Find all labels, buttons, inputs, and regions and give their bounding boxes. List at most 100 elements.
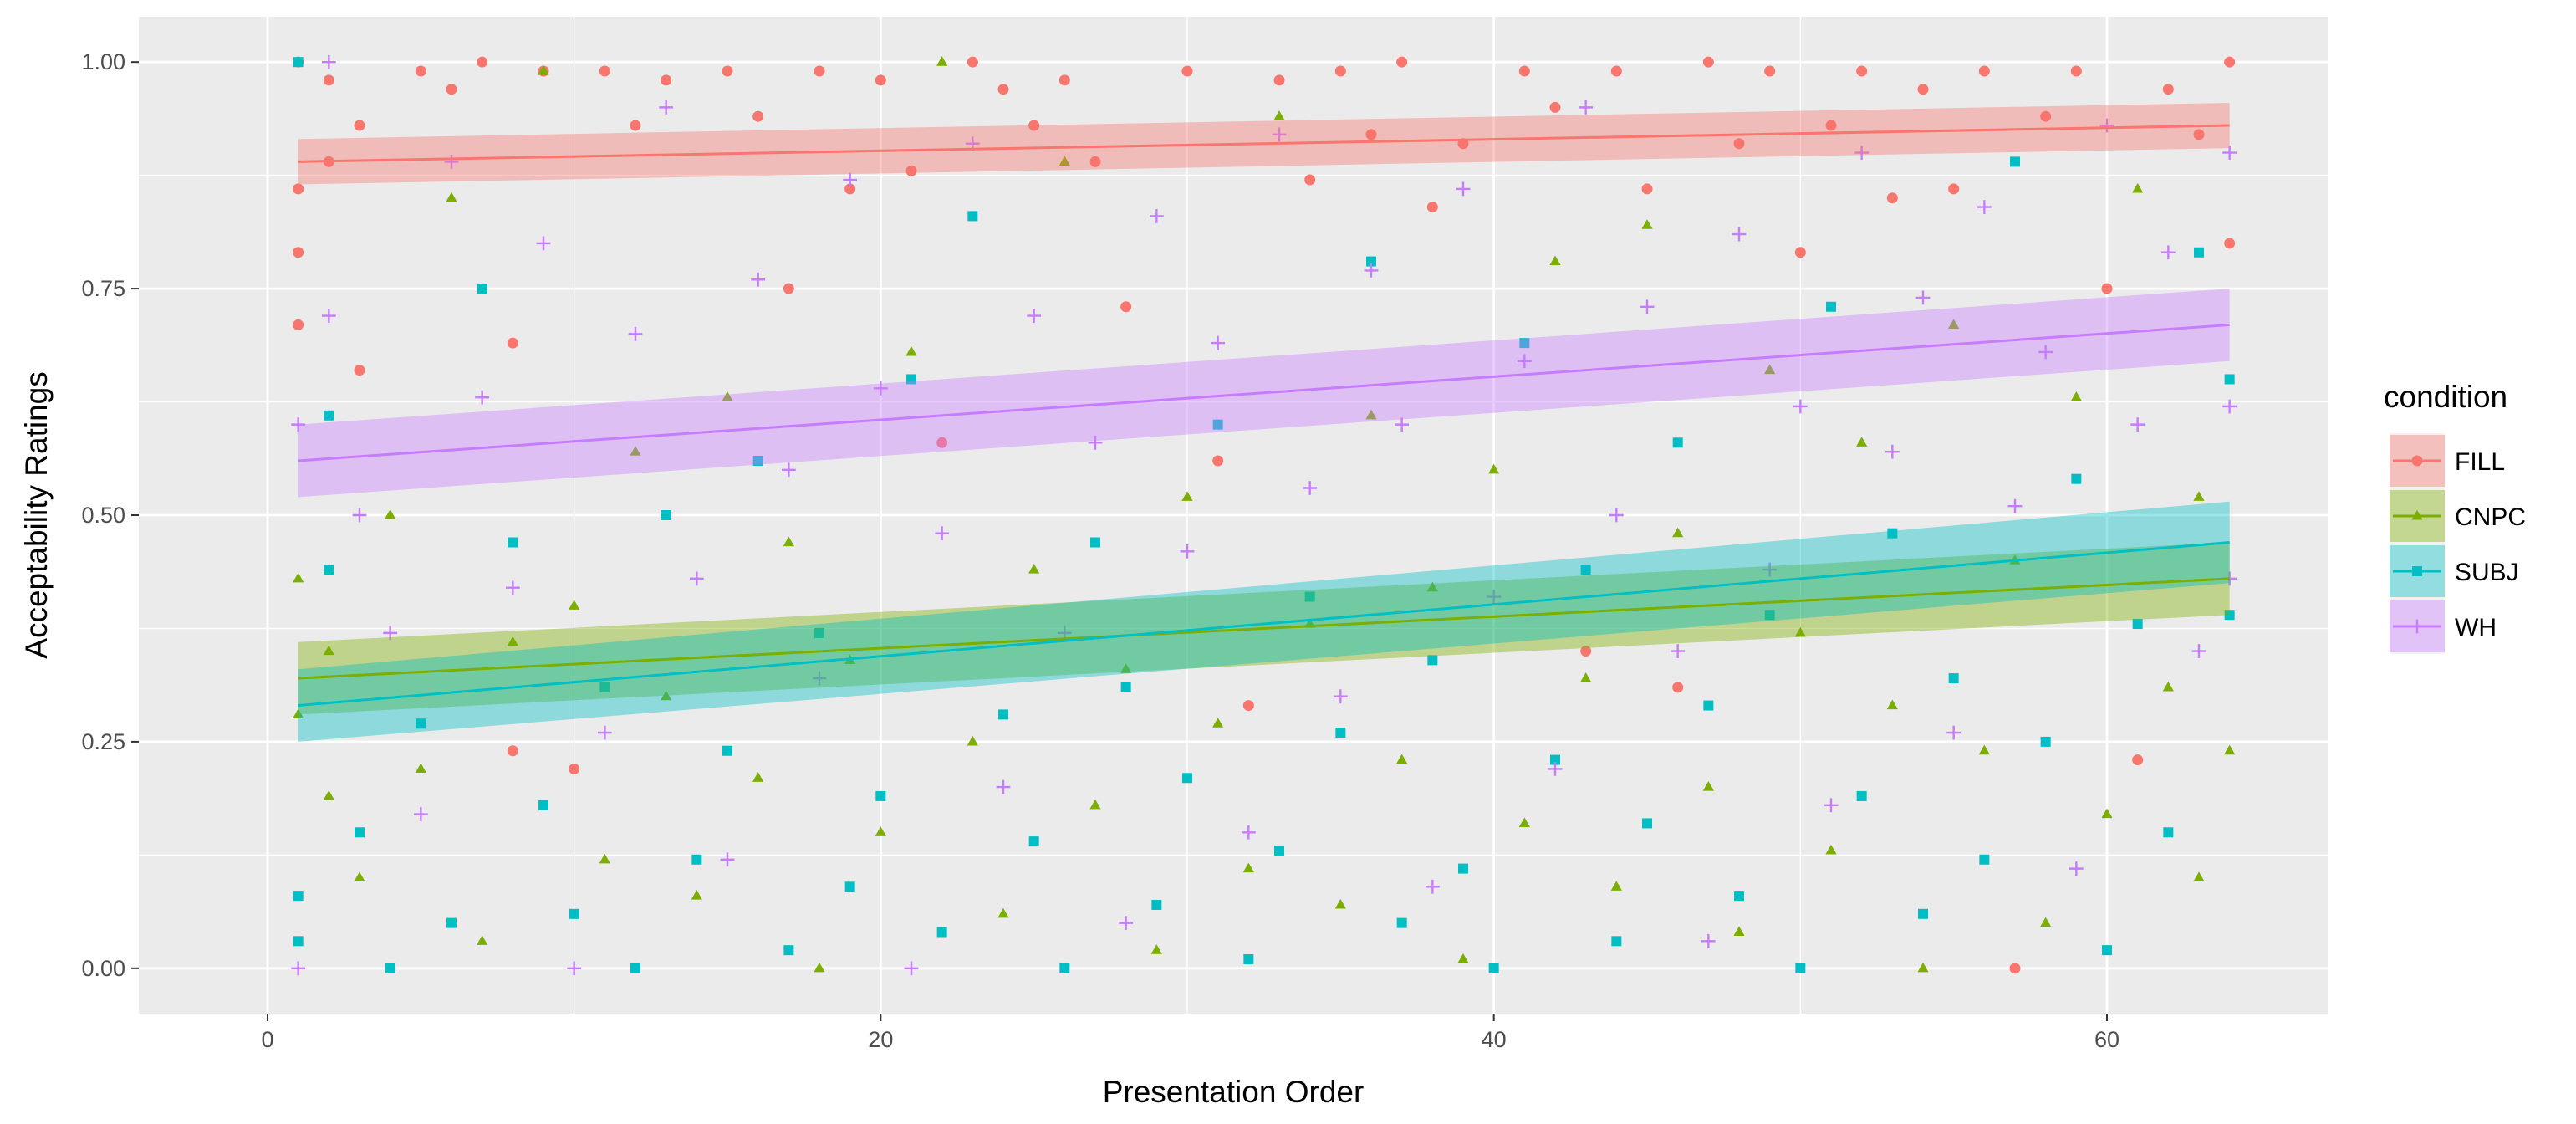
point-fill — [814, 65, 825, 77]
point-wh — [291, 417, 306, 432]
trend-line-subj — [298, 541, 2230, 708]
point-subj — [355, 827, 365, 838]
point-fill — [2132, 754, 2144, 766]
point-wh — [843, 172, 858, 187]
point-cnpc — [1580, 672, 1592, 682]
point-subj — [1887, 528, 1898, 539]
data-points — [291, 54, 2237, 976]
point-cnpc — [905, 345, 917, 356]
point-subj — [477, 284, 487, 294]
y-tick-label: 0.00 — [81, 956, 125, 981]
point-wh — [720, 852, 735, 867]
point-cnpc — [1212, 718, 1224, 728]
point-cnpc — [630, 446, 641, 456]
point-fill — [507, 337, 518, 349]
point-subj — [1427, 655, 1438, 666]
point-cnpc — [507, 636, 518, 646]
point-wh — [321, 54, 336, 69]
point-fill — [875, 74, 886, 86]
point-wh — [751, 272, 766, 287]
point-subj — [416, 718, 426, 729]
point-subj — [1366, 256, 1376, 267]
point-fill — [507, 745, 518, 757]
point-fill — [1334, 65, 1346, 77]
point-fill — [1396, 56, 1408, 68]
point-subj — [293, 57, 304, 68]
point-cnpc — [1120, 663, 1132, 673]
point-wh — [1333, 689, 1348, 704]
point-cnpc — [1549, 255, 1561, 266]
point-wh — [781, 462, 796, 478]
point-fill — [1242, 700, 1254, 712]
point-subj — [599, 682, 610, 692]
point-subj — [1212, 419, 1223, 430]
point-cnpc — [1058, 156, 1070, 166]
point-wh — [291, 961, 306, 976]
point-cnpc — [752, 772, 764, 782]
point-cnpc — [1641, 219, 1653, 229]
legend-key-marker — [2411, 509, 2423, 520]
trend-lines — [298, 102, 2230, 742]
point-wh — [659, 100, 674, 115]
point-fill — [354, 120, 365, 131]
point-fill — [1641, 183, 1653, 195]
point-fill — [1917, 84, 1929, 95]
point-fill — [1120, 301, 1132, 313]
point-fill — [1978, 65, 1990, 77]
point-subj — [1550, 754, 1560, 765]
point-subj — [1458, 863, 1468, 874]
point-cnpc — [2224, 744, 2236, 755]
point-subj — [508, 537, 518, 548]
point-fill — [844, 183, 856, 195]
point-cnpc — [1089, 799, 1101, 810]
point-cnpc — [293, 708, 304, 718]
point-fill — [1028, 120, 1040, 131]
series-subj-points — [293, 57, 2235, 973]
point-cnpc — [2070, 391, 2082, 401]
point-fill — [1733, 138, 1745, 150]
point-wh — [628, 326, 643, 341]
point-cnpc — [2193, 491, 2205, 501]
x-tick-label: 40 — [1482, 1027, 1507, 1052]
point-subj — [691, 854, 702, 865]
point-fill — [415, 65, 426, 77]
point-cnpc — [1273, 110, 1285, 120]
point-subj — [569, 908, 579, 919]
point-cnpc — [569, 600, 580, 610]
legend-label: SUBJ — [2455, 559, 2519, 586]
point-wh — [1027, 309, 1042, 323]
legend-key-marker — [2412, 566, 2422, 576]
point-cnpc — [1825, 844, 1837, 855]
point-wh — [1517, 354, 1532, 369]
y-axis-title: Acceptability Ratings — [19, 371, 54, 658]
point-fill — [1856, 65, 1868, 77]
trend-line-cnpc — [298, 577, 2230, 680]
confidence-band-subj — [298, 501, 2230, 742]
point-fill — [2193, 129, 2205, 140]
point-cnpc — [1396, 754, 1408, 764]
point-fill — [1304, 174, 1316, 186]
point-wh — [2160, 245, 2176, 260]
point-subj — [1703, 700, 1714, 711]
point-wh — [812, 671, 827, 686]
point-cnpc — [997, 907, 1009, 918]
point-fill — [477, 56, 488, 68]
point-wh — [1241, 825, 1256, 840]
point-wh — [2191, 644, 2206, 658]
point-wh — [2099, 118, 2114, 133]
legend-item-fill: FILL — [2390, 433, 2505, 488]
point-wh — [321, 309, 336, 323]
point-fill — [2009, 963, 2021, 974]
point-wh — [1487, 590, 1502, 604]
point-wh — [689, 571, 704, 586]
point-wh — [2038, 345, 2053, 360]
point-subj — [293, 936, 304, 947]
point-wh — [1548, 762, 1563, 776]
point-wh — [1425, 879, 1440, 894]
series-wh-points — [291, 54, 2237, 976]
point-fill — [446, 84, 457, 95]
legend-label: CNPC — [2455, 503, 2526, 531]
point-wh — [597, 725, 612, 740]
legend-item-cnpc: CNPC — [2390, 488, 2526, 544]
legend-label: WH — [2455, 614, 2497, 641]
